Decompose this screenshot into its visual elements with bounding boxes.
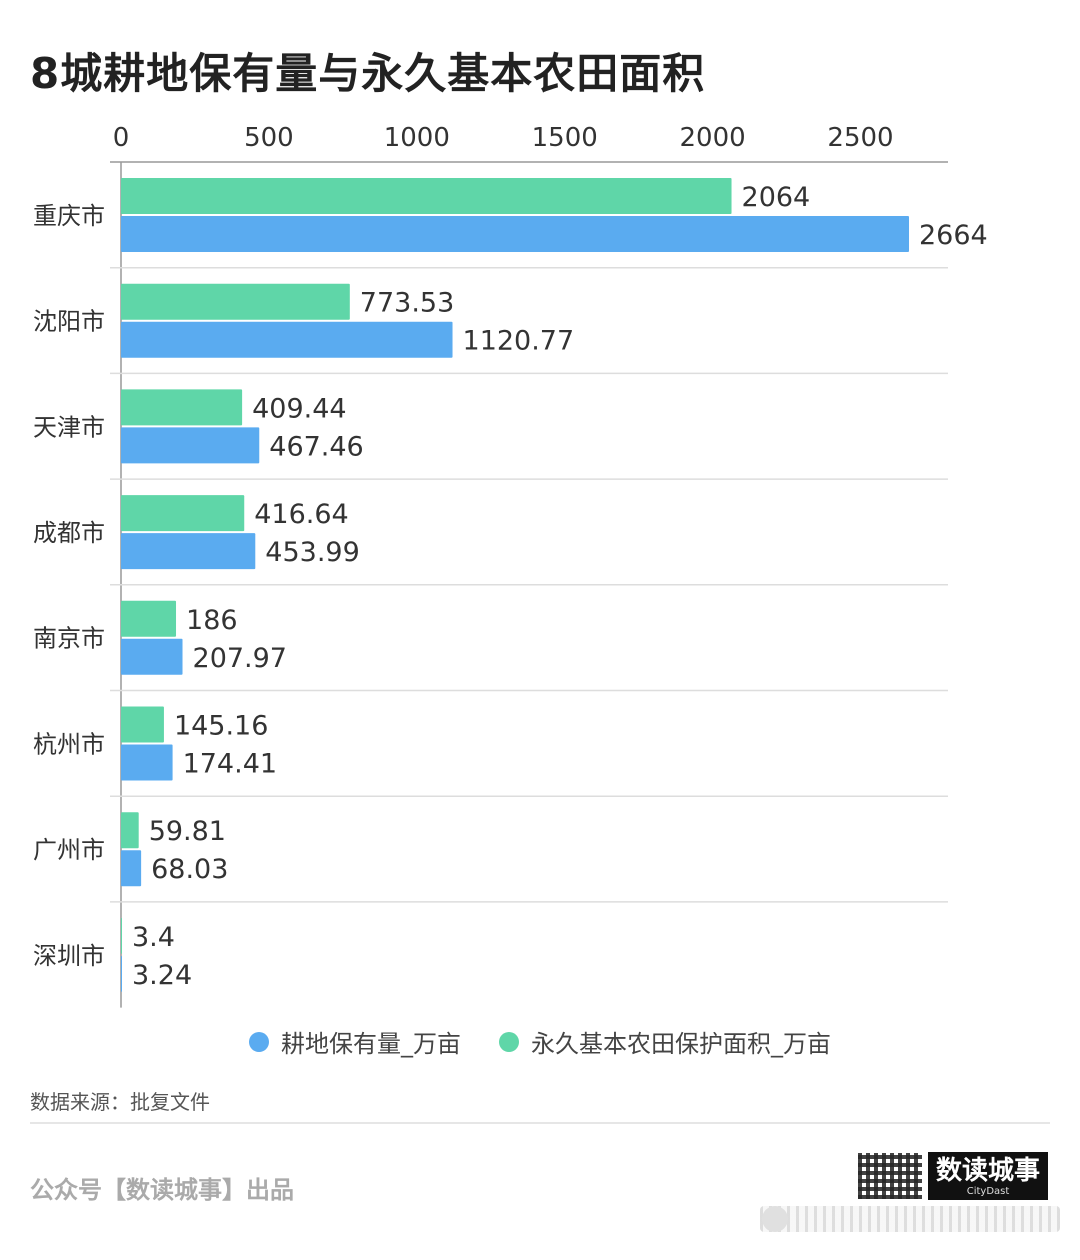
bar-farmland-3 — [121, 533, 256, 570]
x-tick-label-2: 1000 — [384, 123, 450, 153]
legend-swatch-basic-farmland — [499, 1031, 519, 1052]
category-label-3: 成都市 — [33, 519, 105, 547]
bar-farmland-1 — [121, 321, 453, 358]
publisher-credit: 公众号【数读城事】出品 — [30, 1176, 294, 1204]
bar-basic-farmland-0 — [121, 178, 732, 214]
x-tick-label-3: 1500 — [532, 123, 598, 153]
category-label-1: 沈阳市 — [33, 308, 105, 336]
data-label-farmland-2: 467.46 — [269, 431, 363, 462]
chart-legend: 耕地保有量_万亩 永久基本农田保护面积_万亩 — [0, 1024, 1080, 1059]
bar-basic-farmland-4 — [121, 600, 177, 637]
data-label-basic-farmland-5: 145.16 — [174, 711, 268, 742]
x-tick-label-0: 0 — [113, 123, 130, 153]
scroll-indicator-dot — [762, 1206, 788, 1232]
bar-chart: 0 500 1000 1500 2000 2500 重庆市 2064 2664 沈阳市 773.53… — [33, 123, 988, 1008]
brand-subtitle: CityDast — [966, 1186, 1010, 1197]
bar-basic-farmland-3 — [121, 495, 245, 532]
x-tick-label-4: 2000 — [680, 123, 746, 153]
category-label-6: 广州市 — [33, 836, 105, 864]
scroll-indicator — [760, 1206, 1060, 1232]
brand-name: 数读城事 — [936, 1156, 1041, 1186]
bar-farmland-4 — [121, 638, 183, 675]
data-label-farmland-5: 174.41 — [183, 749, 277, 780]
category-label-4: 南京市 — [33, 625, 105, 653]
legend-label-basic-farmland: 永久基本农田保护面积_万亩 — [531, 1030, 831, 1058]
bar-basic-farmland-5 — [121, 706, 164, 743]
category-label-2: 天津市 — [33, 413, 105, 441]
data-label-basic-farmland-2: 409.44 — [252, 393, 346, 424]
bar-basic-farmland-1 — [121, 283, 350, 320]
data-label-farmland-1: 1120.77 — [463, 326, 575, 357]
footer-divider — [30, 1122, 1050, 1124]
data-label-basic-farmland-4: 186 — [186, 605, 238, 636]
brand-box: 数读城事 CityDast — [928, 1152, 1049, 1200]
category-label-0: 重庆市 — [33, 202, 105, 230]
bar-farmland-5 — [121, 744, 173, 781]
chart-title: 8城耕地保有量与永久基本农田面积 — [30, 49, 706, 98]
data-label-basic-farmland-1: 773.53 — [360, 288, 454, 319]
data-source: 数据来源：批复文件 — [30, 1090, 210, 1114]
data-label-basic-farmland-7: 3.4 — [132, 922, 175, 953]
data-label-basic-farmland-3: 416.64 — [254, 499, 348, 530]
data-label-farmland-3: 453.99 — [265, 537, 359, 568]
bar-basic-farmland-7 — [121, 917, 123, 954]
bar-farmland-0 — [121, 216, 910, 252]
category-label-5: 杭州市 — [33, 730, 105, 758]
legend-label-farmland: 耕地保有量_万亩 — [281, 1030, 461, 1058]
bar-farmland-2 — [121, 427, 260, 464]
data-label-farmland-7: 3.24 — [132, 960, 192, 991]
x-tick-label-1: 500 — [244, 123, 294, 153]
data-label-basic-farmland-0: 2064 — [742, 182, 811, 213]
bar-basic-farmland-2 — [121, 389, 243, 426]
legend-swatch-farmland — [249, 1031, 269, 1052]
x-tick-label-5: 2500 — [827, 123, 893, 153]
data-label-farmland-6: 68.03 — [151, 854, 228, 885]
bar-basic-farmland-6 — [121, 812, 139, 849]
brand-logo: 数读城事 CityDast — [858, 1152, 1049, 1200]
legend-item-farmland: 耕地保有量_万亩 — [249, 1024, 461, 1059]
data-label-farmland-4: 207.97 — [193, 643, 287, 674]
category-label-7: 深圳市 — [33, 942, 105, 970]
bar-farmland-7 — [121, 955, 122, 992]
data-label-farmland-0: 2664 — [919, 220, 988, 251]
legend-item-basic-farmland: 永久基本农田保护面积_万亩 — [499, 1024, 831, 1059]
qr-code-icon — [858, 1153, 922, 1199]
bar-farmland-6 — [121, 850, 142, 887]
data-label-basic-farmland-6: 59.81 — [149, 816, 226, 847]
